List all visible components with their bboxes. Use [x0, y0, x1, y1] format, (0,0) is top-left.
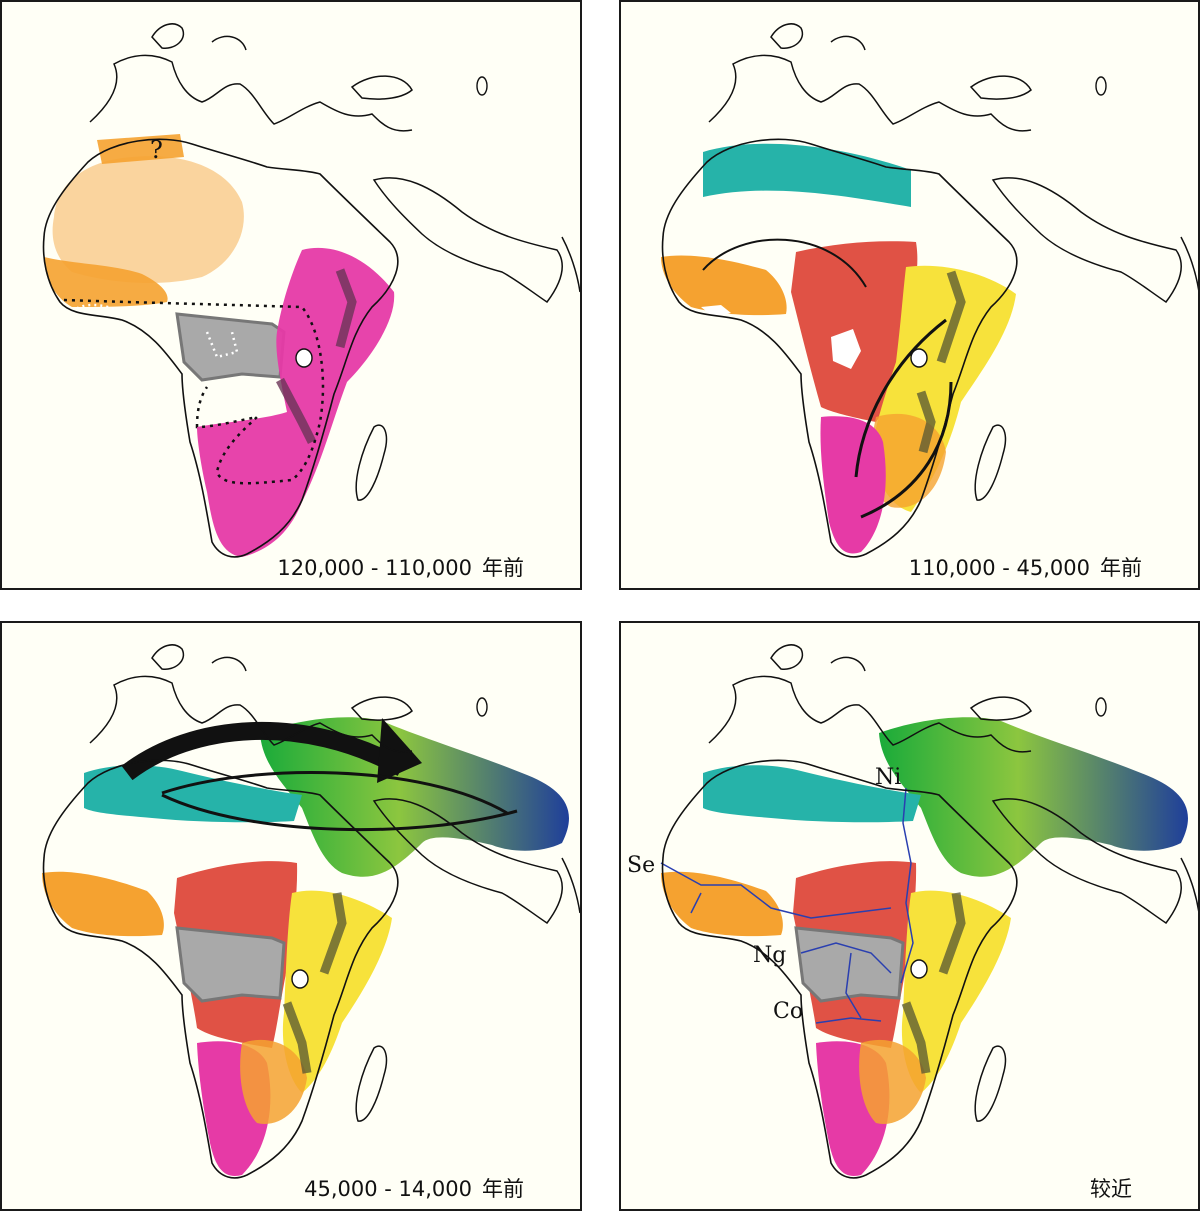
- region-magenta: [820, 416, 886, 554]
- river-label-congo: Co: [773, 999, 804, 1024]
- lake-victoria: [295, 348, 313, 368]
- river-label-senegal: Se: [627, 853, 656, 878]
- region-orange: [42, 871, 164, 937]
- map-panel-45000-14000: 45,000 - 14,000 年前: [0, 621, 582, 1211]
- region-gray: [175, 312, 286, 382]
- white-patches: [701, 305, 861, 369]
- rift-band: [282, 892, 347, 1074]
- map-panel-120000-110000: ? 120,000 - 110,000 年前: [0, 0, 582, 590]
- rift-band: [901, 892, 966, 1074]
- map-panel-110000-45000: 110,000 - 45,000 年前: [619, 0, 1200, 590]
- region-teal: [703, 143, 911, 207]
- lake-victoria: [910, 959, 928, 979]
- rift-band: [276, 268, 357, 445]
- caption-unit: 年前: [482, 1177, 524, 1201]
- region-green-gradient: [879, 717, 1188, 877]
- thick-arrow: [121, 721, 407, 781]
- thin-arrow: [161, 771, 518, 832]
- caption-unit: 年前: [1100, 556, 1142, 580]
- region-orange-south: [240, 1039, 307, 1124]
- africa-map: ?: [42, 23, 580, 558]
- dotted-highland: [71, 303, 239, 359]
- river-label-niger: Ng: [753, 943, 787, 968]
- region-orange-north: [97, 134, 184, 164]
- africa-map: [42, 644, 580, 1179]
- question-mark: ?: [150, 136, 163, 164]
- region-teal: [84, 765, 302, 823]
- lake-victoria: [291, 969, 309, 989]
- lake-victoria: [910, 348, 928, 368]
- panel-caption: 110,000 - 45,000 年前: [909, 552, 1142, 582]
- rivers: [660, 787, 914, 1024]
- caption-range: 120,000 - 110,000: [277, 556, 472, 580]
- caption-unit: 年前: [482, 556, 524, 580]
- region-gray: [175, 926, 286, 1003]
- region-yellow: [282, 890, 392, 1093]
- africa-map: [661, 23, 1198, 558]
- region-orange-west: [44, 257, 168, 307]
- rift-band: [916, 270, 966, 454]
- map-panel-recent: Ni Se Ng Co 较近: [619, 621, 1200, 1211]
- migration-arrow-east: [854, 318, 953, 519]
- caption-range: 较近: [1090, 1177, 1132, 1201]
- thick-arrowhead: [377, 718, 422, 783]
- region-teal: [703, 765, 921, 823]
- africa-map: [660, 644, 1198, 1179]
- river-label-nile: Ni: [875, 765, 902, 790]
- dotted-boundary: [63, 298, 325, 485]
- panel-caption: 45,000 - 14,000 年前: [304, 1173, 524, 1203]
- panel-caption: 120,000 - 110,000 年前: [277, 552, 524, 582]
- caption-range: 45,000 - 14,000: [304, 1177, 472, 1201]
- region-red: [791, 241, 918, 422]
- region-green-gradient: [260, 717, 569, 877]
- migration-arrow-west: [702, 238, 867, 288]
- panel-caption: 较近: [1090, 1173, 1142, 1203]
- region-yellow: [901, 890, 1011, 1093]
- region-light-orange: [52, 156, 244, 284]
- caption-range: 110,000 - 45,000: [908, 556, 1090, 580]
- region-orange-south: [859, 1039, 926, 1124]
- region-orange: [661, 871, 783, 937]
- region-orange: [661, 255, 787, 316]
